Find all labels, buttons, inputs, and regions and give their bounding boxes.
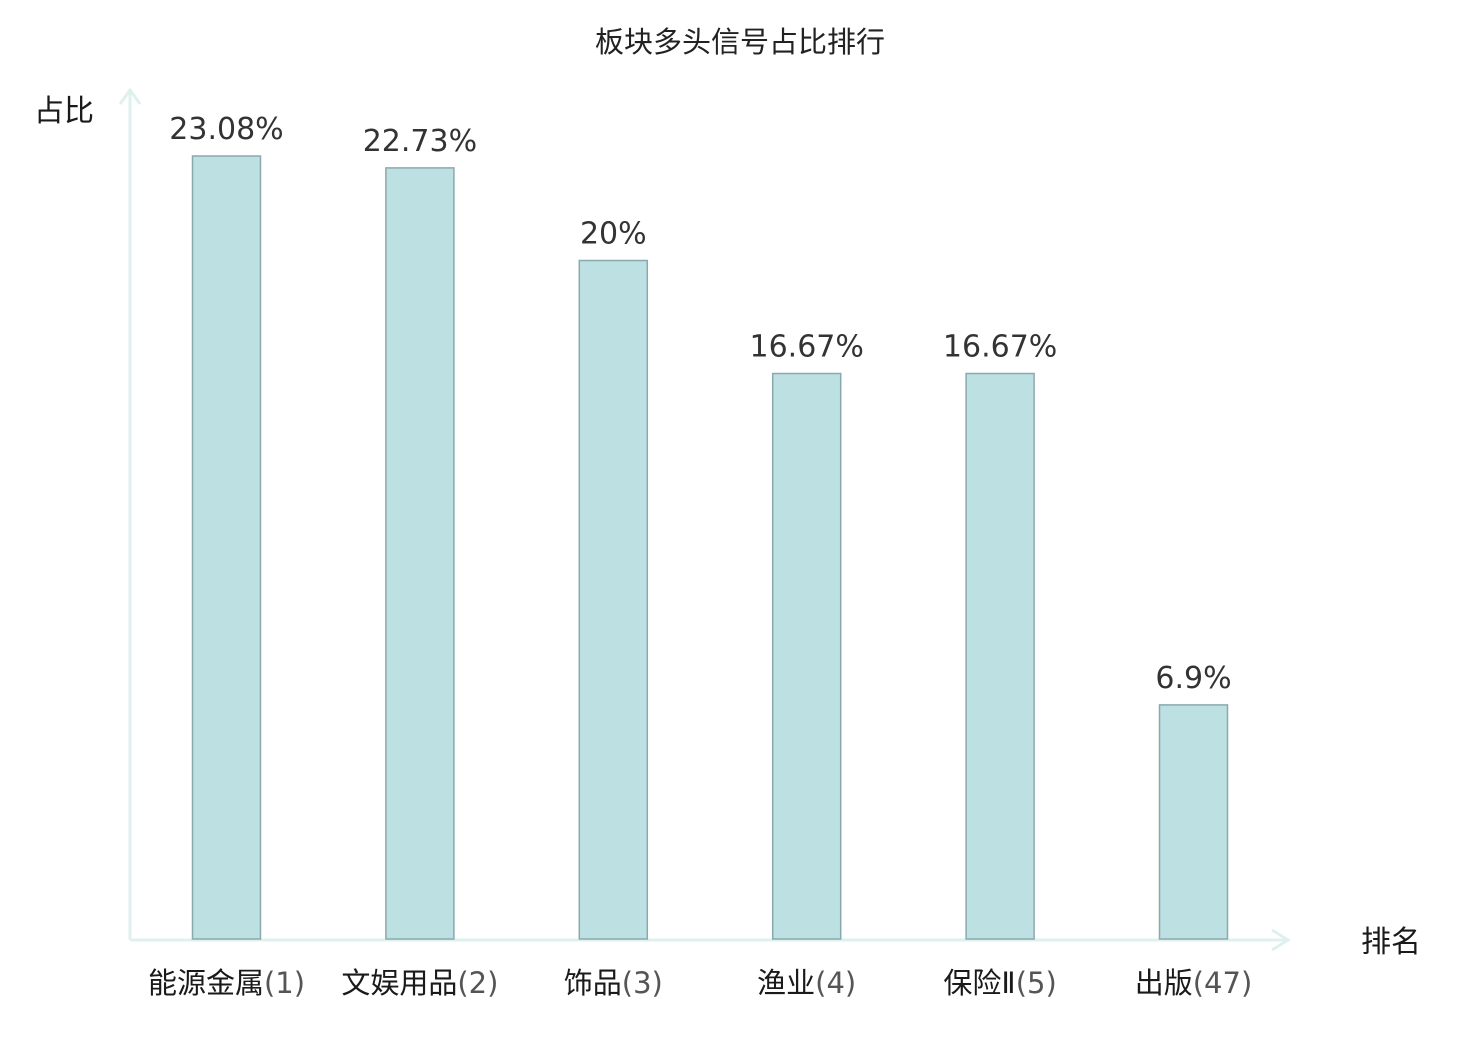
x-tick-label-rank: (1) (264, 966, 305, 1000)
category-labels-group: 能源金属(1) 文娱用品(2) 饰品(3) 渔业(4) 保险Ⅱ(5) 出版(47) (148, 966, 1252, 1000)
x-tick-label: 饰品(3) (564, 966, 663, 1000)
value-labels-group: 23.08% 22.73% 20% 16.67% 16.67% 6.9% (169, 112, 1231, 696)
bars-group (191, 155, 1229, 940)
x-axis (130, 928, 1291, 952)
x-tick-label-name: 出版 (1135, 966, 1193, 1000)
y-axis (118, 87, 142, 940)
x-tick-label-name: 文娱用品 (341, 966, 457, 1000)
x-tick-label-rank: (4) (815, 966, 856, 1000)
x-tick-label-rank: (3) (622, 966, 663, 1000)
x-tick-label-name: 能源金属 (148, 966, 264, 1000)
bar-value-label: 16.67% (750, 330, 864, 365)
y-axis-arrow-icon (118, 87, 142, 105)
chart-title: 板块多头信号占比排行 (595, 25, 885, 59)
x-axis-arrow-icon (1271, 928, 1291, 952)
bar (385, 167, 455, 940)
x-tick-label: 文娱用品(2) (341, 966, 498, 1000)
x-tick-label-rank: (47) (1193, 966, 1253, 1000)
x-tick-label-rank: (5) (1016, 966, 1057, 1000)
x-tick-label-name: 饰品 (564, 966, 622, 1000)
bar (1158, 704, 1229, 940)
bar-value-label: 6.9% (1155, 661, 1231, 696)
x-tick-label: 渔业(4) (757, 966, 856, 1000)
bar (578, 259, 649, 940)
bar (191, 155, 262, 940)
bar (965, 372, 1035, 940)
x-tick-label: 保险Ⅱ(5) (943, 966, 1056, 1000)
bar-value-label: 20% (580, 217, 647, 252)
x-tick-label-name: 保险Ⅱ (943, 966, 1015, 1000)
x-tick-label: 能源金属(1) (148, 966, 305, 1000)
bar-value-label: 22.73% (363, 124, 477, 159)
bar-value-label: 16.67% (943, 330, 1057, 365)
x-tick-label-rank: (2) (457, 966, 498, 1000)
x-tick-label: 出版(47) (1135, 966, 1253, 1000)
x-axis-title: 排名 (1361, 925, 1421, 960)
bar (771, 372, 842, 940)
bar-value-label: 23.08% (169, 112, 283, 147)
y-axis-title: 占比 (34, 94, 94, 129)
x-tick-label-name: 渔业 (757, 966, 815, 1000)
